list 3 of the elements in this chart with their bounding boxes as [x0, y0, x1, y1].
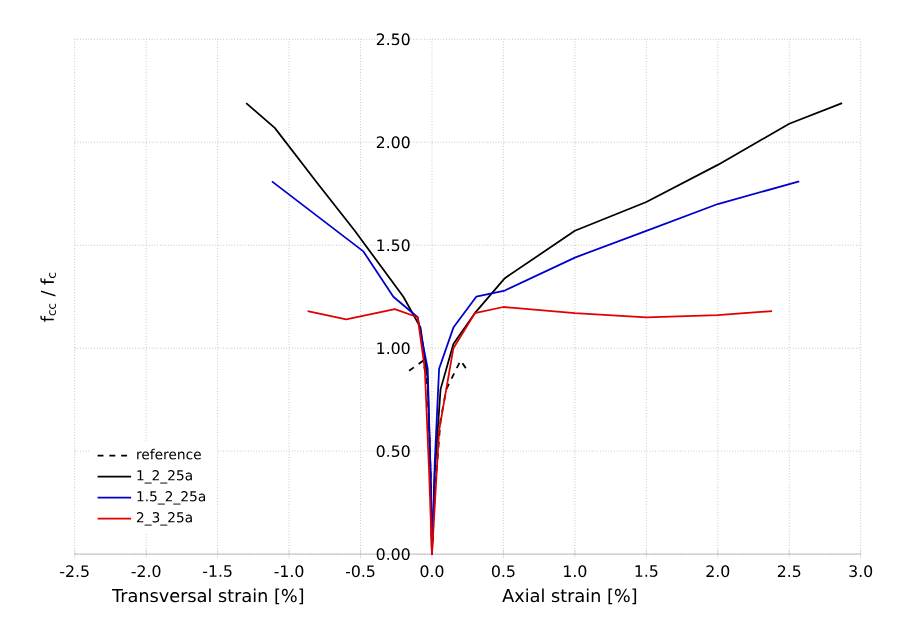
y-axis-title: f$_{cc}$ / f$_{c}$: [40, 272, 56, 322]
text: Transversal strain [%]: [111, 588, 304, 604]
x-axis-title: Axial strain [%]: [502, 588, 637, 604]
